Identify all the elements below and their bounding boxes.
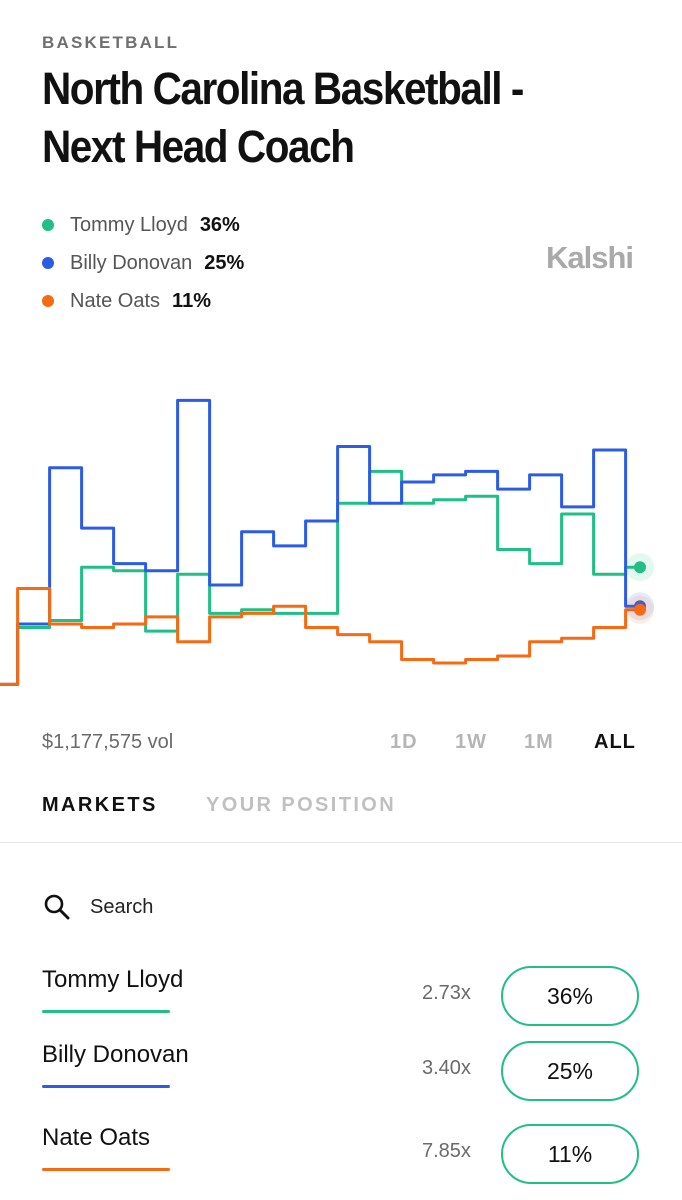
price-chart[interactable] — [0, 330, 682, 710]
range-selector: 1D 1W 1M ALL — [0, 731, 682, 761]
legend-pct: 36% — [199, 213, 240, 236]
legend-pct: 25% — [204, 251, 245, 274]
market-buy-button[interactable]: 11% — [501, 1124, 639, 1184]
tab-your-position[interactable]: YOUR POSITION — [206, 794, 397, 816]
market-name: Nate Oats — [42, 1124, 151, 1151]
endpoint-dot-nate-oats — [634, 603, 646, 616]
legend-name: Nate Oats — [70, 289, 161, 312]
category-label: BASKETBALL — [42, 33, 180, 52]
market-color-line — [42, 1168, 170, 1171]
market-row: Nate Oats 7.85x 11% — [0, 1124, 682, 1196]
market-multiplier: 3.40x — [422, 1057, 471, 1079]
legend-name: Billy Donovan — [70, 251, 193, 274]
market-multiplier: 7.85x — [422, 1140, 471, 1162]
series-line-nate-oats — [0, 587, 640, 686]
divider — [0, 842, 682, 843]
brand-logo: Kalshi — [546, 240, 634, 275]
market-color-line — [42, 1085, 170, 1088]
search-icon — [44, 894, 70, 920]
tab-markets[interactable]: MARKETS — [42, 794, 158, 816]
search-input[interactable]: Search — [42, 890, 342, 924]
legend-pct: 11% — [172, 289, 211, 312]
range-1m[interactable]: 1M — [524, 731, 554, 753]
market-name: Billy Donovan — [42, 1041, 189, 1068]
market-buy-button[interactable]: 36% — [501, 966, 639, 1026]
range-1w[interactable]: 1W — [455, 731, 487, 753]
endpoint-dot-tommy-lloyd — [634, 561, 646, 574]
range-all[interactable]: ALL — [594, 731, 636, 753]
legend-name: Tommy Lloyd — [70, 213, 188, 236]
legend-dot-billy — [42, 257, 54, 269]
market-color-line — [42, 1010, 170, 1013]
search-placeholder: Search — [90, 895, 154, 918]
market-row: Billy Donovan 3.40x 25% — [0, 1041, 682, 1113]
series-line-billy-donovan — [0, 398, 640, 686]
market-row: Tommy Lloyd 2.73x 36% — [0, 966, 682, 1038]
legend-item: Tommy Lloyd 36% — [42, 206, 244, 244]
legend-item: Billy Donovan 25% — [42, 244, 244, 282]
chart-legend: Tommy Lloyd 36% Billy Donovan 25% Nate O… — [42, 206, 244, 320]
legend-item: Nate Oats 11% — [42, 282, 244, 320]
page-title: North Carolina Basketball - Next Head Co… — [42, 63, 524, 172]
market-name: Tommy Lloyd — [42, 966, 184, 993]
legend-dot-tommy — [42, 219, 54, 231]
range-1d[interactable]: 1D — [390, 731, 418, 753]
series-line-tommy-lloyd — [0, 469, 640, 686]
market-multiplier: 2.73x — [422, 982, 471, 1004]
volume-label: $1,177,575 vol — [42, 731, 174, 753]
legend-dot-nate — [42, 295, 54, 307]
market-buy-button[interactable]: 25% — [501, 1041, 639, 1101]
